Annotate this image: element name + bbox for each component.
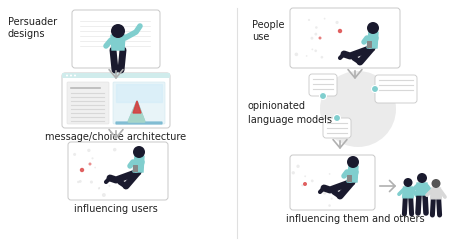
Polygon shape: [133, 101, 141, 113]
Circle shape: [80, 168, 84, 172]
Circle shape: [113, 148, 117, 152]
Polygon shape: [416, 183, 428, 195]
Circle shape: [310, 37, 313, 40]
Circle shape: [109, 185, 110, 187]
Circle shape: [66, 75, 68, 77]
Circle shape: [331, 198, 333, 200]
Circle shape: [431, 179, 440, 188]
Circle shape: [314, 49, 317, 52]
Circle shape: [87, 149, 91, 152]
Circle shape: [311, 180, 314, 182]
FancyBboxPatch shape: [113, 82, 165, 124]
Circle shape: [94, 167, 96, 169]
Circle shape: [417, 173, 427, 183]
Circle shape: [344, 55, 346, 56]
Circle shape: [334, 114, 340, 122]
Circle shape: [70, 75, 72, 77]
Circle shape: [347, 156, 359, 168]
FancyBboxPatch shape: [72, 10, 160, 68]
Circle shape: [319, 92, 327, 99]
Polygon shape: [116, 101, 162, 124]
Polygon shape: [402, 187, 413, 198]
Circle shape: [323, 188, 325, 191]
Circle shape: [99, 187, 100, 189]
Circle shape: [114, 30, 122, 38]
FancyBboxPatch shape: [67, 82, 109, 124]
Circle shape: [111, 24, 125, 38]
Polygon shape: [430, 188, 441, 199]
FancyBboxPatch shape: [309, 74, 337, 96]
Circle shape: [403, 178, 412, 187]
Circle shape: [324, 18, 326, 19]
Circle shape: [292, 171, 295, 174]
Circle shape: [89, 163, 91, 166]
FancyBboxPatch shape: [68, 142, 168, 200]
Polygon shape: [111, 35, 125, 50]
Text: influencing them and others: influencing them and others: [286, 214, 424, 224]
Text: influencing users: influencing users: [74, 204, 158, 214]
Circle shape: [308, 19, 310, 21]
Circle shape: [306, 55, 308, 57]
Circle shape: [303, 182, 307, 186]
Polygon shape: [116, 84, 162, 102]
Circle shape: [328, 204, 331, 207]
Circle shape: [102, 193, 106, 197]
FancyBboxPatch shape: [290, 155, 375, 210]
Text: message/choice architecture: message/choice architecture: [46, 132, 187, 142]
Circle shape: [304, 175, 306, 177]
Polygon shape: [133, 156, 144, 172]
FancyBboxPatch shape: [290, 8, 400, 68]
FancyBboxPatch shape: [62, 73, 170, 128]
Circle shape: [311, 48, 313, 50]
Circle shape: [320, 56, 323, 59]
Circle shape: [73, 153, 76, 156]
Polygon shape: [128, 101, 145, 122]
Circle shape: [338, 29, 342, 33]
Circle shape: [90, 181, 93, 184]
Circle shape: [367, 22, 379, 34]
FancyBboxPatch shape: [133, 165, 138, 172]
Circle shape: [323, 192, 326, 195]
Circle shape: [294, 53, 298, 56]
FancyBboxPatch shape: [367, 41, 372, 48]
Text: Persuader
designs: Persuader designs: [8, 17, 57, 39]
FancyBboxPatch shape: [375, 75, 417, 103]
Circle shape: [74, 75, 76, 77]
Circle shape: [296, 165, 300, 168]
Circle shape: [301, 184, 303, 186]
Circle shape: [320, 71, 396, 147]
Circle shape: [133, 146, 145, 158]
Circle shape: [79, 180, 82, 183]
FancyBboxPatch shape: [347, 175, 352, 182]
Circle shape: [91, 157, 93, 159]
Circle shape: [314, 33, 317, 35]
Circle shape: [319, 36, 321, 40]
FancyBboxPatch shape: [62, 73, 170, 78]
Polygon shape: [347, 166, 358, 182]
Circle shape: [372, 86, 379, 92]
Text: opinionated
language models: opinionated language models: [248, 101, 332, 125]
Text: People
use: People use: [252, 20, 284, 42]
Circle shape: [315, 26, 318, 29]
Circle shape: [98, 187, 100, 189]
Circle shape: [329, 173, 330, 175]
Circle shape: [77, 181, 80, 183]
FancyBboxPatch shape: [323, 118, 351, 138]
Polygon shape: [367, 32, 378, 48]
Circle shape: [336, 21, 339, 24]
